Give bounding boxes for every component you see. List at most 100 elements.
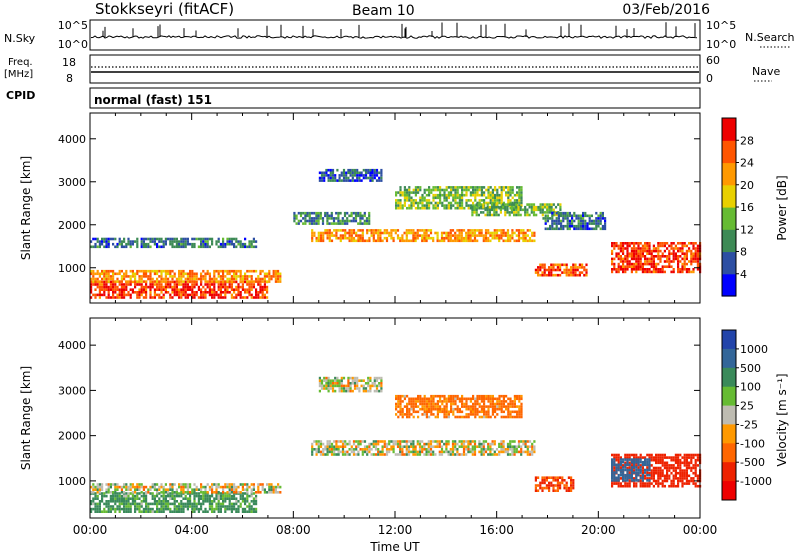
data-cell (570, 476, 573, 479)
data-cell (511, 445, 514, 448)
data-cell (379, 229, 382, 232)
data-cell (222, 272, 225, 276)
data-cell (136, 293, 139, 297)
data-cell (336, 376, 339, 380)
data-cell (323, 376, 326, 380)
data-cell (450, 405, 453, 408)
data-cell (200, 505, 203, 508)
data-cell (566, 214, 569, 218)
data-cell (450, 188, 453, 192)
data-cell (334, 379, 337, 382)
data-cell (257, 491, 260, 494)
data-cell (396, 445, 400, 448)
data-cell (537, 484, 540, 487)
data-cell (244, 272, 247, 276)
data-cell (489, 405, 492, 408)
data-cell (639, 249, 642, 253)
data-cell (526, 229, 529, 232)
data-cell (399, 397, 402, 401)
data-cell (630, 242, 633, 245)
data-cell (572, 266, 575, 269)
data-cell (491, 400, 494, 403)
data-cell (630, 471, 633, 474)
data-cell (694, 471, 697, 475)
data-cell (493, 203, 496, 206)
data-cell (208, 272, 211, 276)
data-cell (319, 234, 323, 237)
data-cell (417, 405, 420, 408)
data-cell (160, 491, 163, 494)
data-cell (182, 269, 185, 273)
data-cell (630, 458, 633, 461)
data-cell (573, 227, 576, 231)
data-cell (668, 477, 671, 480)
data-cell (445, 448, 448, 451)
data-cell (131, 483, 134, 486)
data-cell (321, 219, 325, 223)
data-cell (458, 229, 461, 232)
data-cell (659, 477, 662, 480)
data-cell (129, 245, 132, 249)
data-cell (107, 272, 110, 276)
data-cell (622, 471, 625, 474)
data-cell (445, 204, 448, 207)
data-cell (90, 283, 93, 286)
data-cell (202, 510, 205, 513)
data-cell (193, 285, 196, 289)
data-cell (526, 239, 529, 243)
data-cell (615, 242, 618, 245)
data-cell (520, 448, 523, 451)
data-cell (506, 205, 509, 209)
data-cell (545, 484, 548, 487)
data-cell (310, 217, 314, 220)
data-cell (103, 245, 106, 249)
data-cell (672, 469, 675, 472)
data-cell (319, 211, 322, 215)
data-cell (681, 244, 684, 248)
data-cell (498, 442, 501, 446)
data-cell (191, 277, 194, 281)
data-cell (322, 231, 325, 235)
data-cell (204, 275, 207, 278)
data-cell (167, 507, 170, 511)
data-cell (679, 464, 682, 467)
data-cell (410, 413, 413, 416)
data-cell (454, 402, 457, 406)
data-cell (127, 494, 130, 498)
data-cell (507, 402, 510, 406)
data-cell (626, 463, 629, 467)
data-cell (685, 477, 688, 480)
data-cell (419, 199, 422, 202)
data-cell (635, 476, 638, 480)
data-cell (125, 269, 128, 273)
data-cell (668, 262, 671, 266)
data-cell (543, 479, 546, 482)
data-cell (250, 296, 253, 299)
data-cell (498, 196, 501, 200)
data-cell (685, 482, 688, 485)
data-cell (648, 244, 651, 248)
data-cell (217, 288, 220, 291)
data-cell (519, 213, 522, 217)
data-cell (401, 394, 404, 398)
data-cell (494, 201, 497, 205)
data-cell (487, 407, 490, 411)
data-cell (639, 466, 642, 469)
data-cell (330, 217, 333, 220)
data-cell (421, 400, 424, 403)
data-cell (164, 272, 167, 276)
data-cell (467, 206, 470, 210)
data-cell (690, 242, 693, 245)
data-cell (630, 252, 633, 255)
data-cell (215, 507, 218, 511)
data-cell (206, 500, 209, 503)
data-cell (378, 171, 381, 175)
data-cell (202, 500, 205, 503)
data-cell (425, 400, 428, 403)
data-cell (517, 445, 521, 448)
data-cell (94, 510, 97, 513)
data-cell (335, 448, 338, 451)
data-cell (222, 502, 225, 506)
data-cell (349, 389, 352, 393)
data-cell (160, 296, 163, 299)
